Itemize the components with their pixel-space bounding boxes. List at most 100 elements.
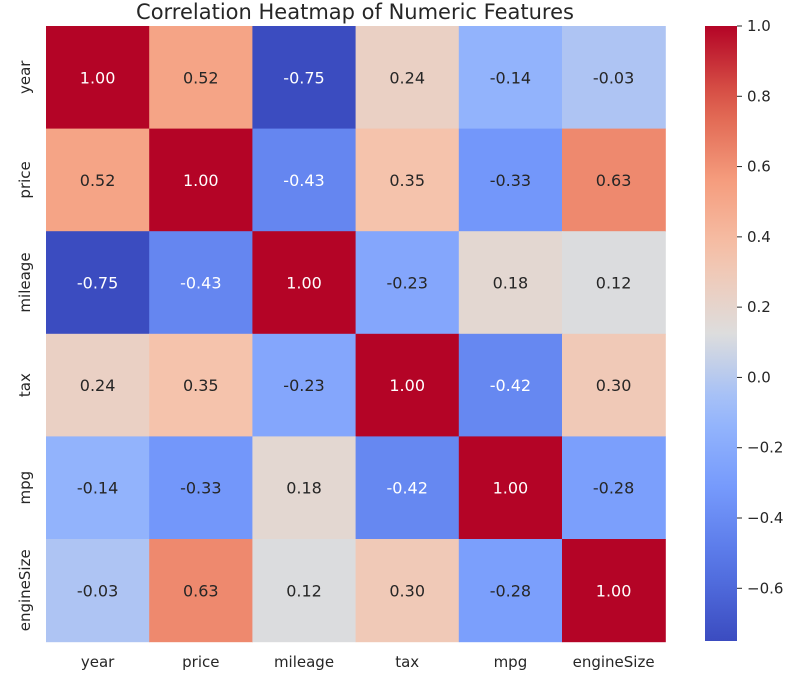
cell-value-label: -0.33 bbox=[180, 479, 221, 498]
heatmap-cells: 1.00 0.52 -0.75 0.24 -0.14 -0.03 0.52 1.00 -0.43… bbox=[46, 26, 666, 643]
cell-value-label: 0.63 bbox=[183, 581, 219, 600]
x-tick-label: engineSize bbox=[573, 653, 655, 671]
colorbar-tick-label: 0.2 bbox=[747, 298, 771, 316]
y-tick-label: price bbox=[16, 161, 34, 198]
heatmap-cell bbox=[562, 26, 666, 130]
chart-title: Correlation Heatmap of Numeric Features bbox=[136, 0, 574, 24]
cell-value-label: 0.30 bbox=[389, 581, 425, 600]
colorbar-tick-label: 1.0 bbox=[747, 17, 771, 35]
cell-value-label: -0.23 bbox=[386, 274, 427, 293]
x-tick-label: mileage bbox=[274, 653, 334, 671]
heatmap-cell bbox=[46, 26, 150, 130]
cell-value-label: -0.33 bbox=[490, 171, 531, 190]
heatmap-cell bbox=[252, 128, 357, 232]
heatmap-cell bbox=[252, 436, 357, 540]
colorbar-tick-label: 0.0 bbox=[747, 368, 771, 386]
y-tick-label: tax bbox=[16, 373, 34, 397]
cell-value-label: -0.75 bbox=[77, 274, 118, 293]
cell-value-label: 1.00 bbox=[493, 479, 529, 498]
cell-value-label: 1.00 bbox=[286, 274, 322, 293]
heatmap-cell bbox=[458, 128, 563, 232]
heatmap-cell bbox=[46, 231, 150, 335]
cell-value-label: -0.03 bbox=[593, 68, 634, 87]
cell-value-label: -0.28 bbox=[490, 581, 531, 600]
cell-value-label: -0.42 bbox=[490, 376, 531, 395]
y-axis-tick-labels: year price mileage tax mpg engineSize bbox=[16, 60, 34, 632]
heatmap-cell bbox=[458, 539, 563, 643]
heatmap-cell bbox=[458, 26, 563, 130]
x-tick-label: year bbox=[81, 653, 115, 671]
colorbar-tick-label: −0.4 bbox=[747, 509, 783, 527]
heatmap-cell bbox=[355, 26, 460, 130]
colorbar-tick-label: −0.2 bbox=[747, 439, 783, 457]
cell-value-label: -0.28 bbox=[593, 479, 634, 498]
cell-value-label: 0.35 bbox=[389, 171, 425, 190]
heatmap-cell bbox=[562, 436, 666, 540]
cell-value-label: 0.12 bbox=[596, 274, 632, 293]
cell-value-label: 0.24 bbox=[80, 376, 116, 395]
cell-value-label: 0.30 bbox=[596, 376, 632, 395]
cell-value-label: -0.75 bbox=[283, 68, 324, 87]
heatmap-cell bbox=[149, 231, 253, 335]
heatmap-cell bbox=[355, 333, 460, 437]
heatmap-cell bbox=[458, 231, 563, 335]
heatmap-cell bbox=[562, 539, 666, 643]
cell-value-label: 0.52 bbox=[183, 68, 219, 87]
heatmap-cell bbox=[355, 539, 460, 643]
heatmap-cell bbox=[149, 333, 253, 437]
cell-value-label: 0.18 bbox=[493, 274, 529, 293]
cell-value-label: -0.43 bbox=[180, 274, 221, 293]
y-tick-label: mileage bbox=[16, 252, 34, 312]
heatmap-cell bbox=[149, 539, 253, 643]
cell-value-label: 0.18 bbox=[286, 479, 322, 498]
cell-value-label: -0.14 bbox=[490, 68, 531, 87]
colorbar-tick-label: 0.4 bbox=[747, 228, 771, 246]
x-tick-label: price bbox=[182, 653, 219, 671]
heatmap-cell bbox=[252, 231, 357, 335]
cell-value-label: 0.24 bbox=[389, 68, 425, 87]
colorbar-tick-label: −0.6 bbox=[747, 579, 783, 597]
cell-value-label: 1.00 bbox=[183, 171, 219, 190]
heatmap-cell bbox=[252, 26, 357, 130]
heatmap-cell bbox=[252, 333, 357, 437]
heatmap-cell bbox=[149, 128, 253, 232]
x-axis-tick-labels: year price mileage tax mpg engineSize bbox=[81, 653, 655, 671]
colorbar-tick-label: 0.6 bbox=[747, 158, 771, 176]
x-tick-label: mpg bbox=[494, 653, 528, 671]
cell-value-label: 0.52 bbox=[80, 171, 116, 190]
cell-value-label: -0.14 bbox=[77, 479, 118, 498]
heatmap-cell bbox=[562, 333, 666, 437]
heatmap-cell bbox=[355, 436, 460, 540]
heatmap-cell bbox=[252, 539, 357, 643]
cell-value-label: 1.00 bbox=[80, 68, 116, 87]
heatmap-cell bbox=[46, 128, 150, 232]
heatmap-cell bbox=[562, 231, 666, 335]
cell-value-label: -0.43 bbox=[283, 171, 324, 190]
cell-value-label: 1.00 bbox=[596, 581, 632, 600]
cell-value-label: 1.00 bbox=[389, 376, 425, 395]
heatmap-cell bbox=[458, 436, 563, 540]
cell-value-label: 0.63 bbox=[596, 171, 632, 190]
y-tick-label: mpg bbox=[16, 471, 34, 505]
cell-value-label: -0.23 bbox=[283, 376, 324, 395]
colorbar-tick-label: 0.8 bbox=[747, 87, 771, 105]
colorbar-gradient bbox=[705, 26, 737, 641]
heatmap-cell bbox=[149, 26, 253, 130]
heatmap-cell bbox=[46, 539, 150, 643]
heatmap-cell bbox=[355, 231, 460, 335]
heatmap-cell bbox=[562, 128, 666, 232]
heatmap-cell bbox=[458, 333, 563, 437]
heatmap-cell bbox=[355, 128, 460, 232]
heatmap-cell bbox=[149, 436, 253, 540]
colorbar: 1.0 0.8 0.6 0.4 0.2 0.0 −0.2 −0.4 −0.6 bbox=[705, 17, 783, 641]
cell-value-label: 0.12 bbox=[286, 581, 322, 600]
x-tick-label: tax bbox=[395, 653, 419, 671]
cell-value-label: -0.03 bbox=[77, 581, 118, 600]
cell-value-label: -0.42 bbox=[386, 479, 427, 498]
heatmap-cell bbox=[46, 436, 150, 540]
y-tick-label: engineSize bbox=[16, 549, 34, 631]
y-tick-label: year bbox=[16, 60, 34, 94]
cell-value-label: 0.35 bbox=[183, 376, 219, 395]
